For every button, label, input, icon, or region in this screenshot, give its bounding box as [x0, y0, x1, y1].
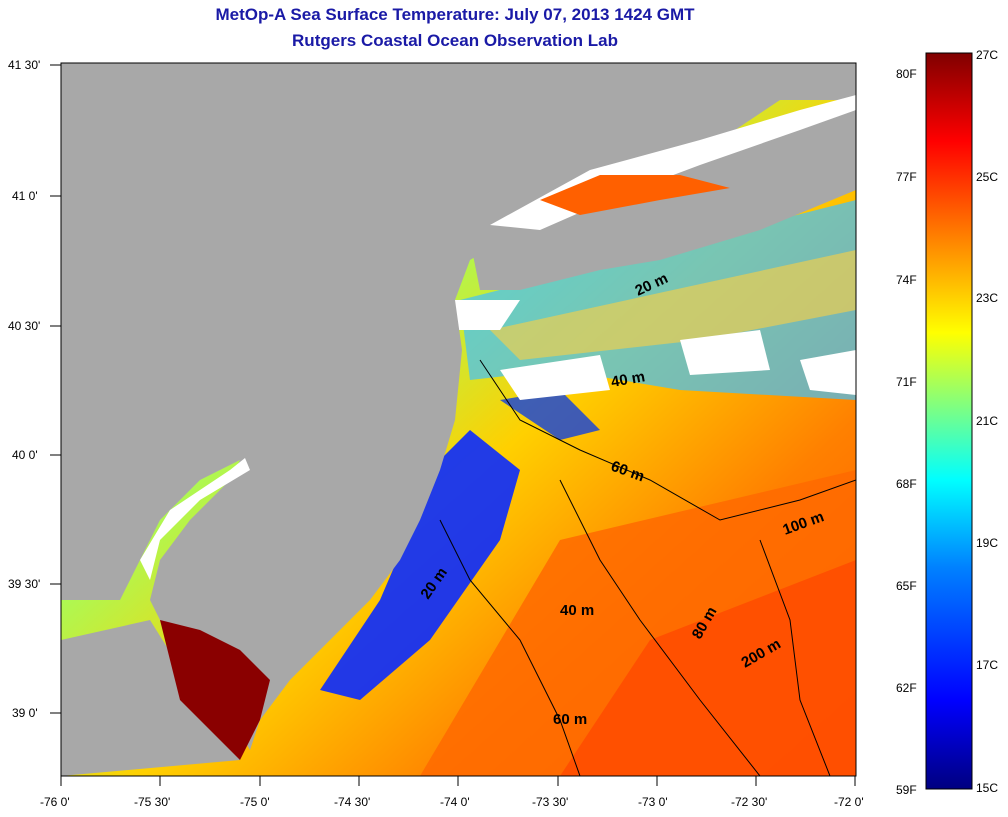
- map-title: MetOp-A Sea Surface Temperature: July 07…: [215, 5, 695, 24]
- lon-tick-label: -74 0': [440, 795, 470, 809]
- lon-tick-label: -76 0': [40, 795, 70, 809]
- sound-warm-water: [540, 175, 730, 215]
- lat-tick-label: 39 30': [8, 577, 40, 591]
- delaware-river: [140, 458, 250, 580]
- lon-tick-label: -75 30': [134, 795, 170, 809]
- cloud-patch: [800, 350, 856, 395]
- celsius-label: 23C: [976, 291, 998, 305]
- fahrenheit-label: 80F: [896, 67, 917, 81]
- depth-contour-40m: [439, 519, 581, 776]
- fahrenheit-label: 77F: [896, 170, 917, 184]
- fahrenheit-label: 65F: [896, 579, 917, 593]
- colorbar-gradient: [925, 52, 973, 790]
- contour-label: 40 m: [610, 368, 647, 391]
- celsius-label: 21C: [976, 414, 998, 428]
- colorbar-celsius-axis: 27C 25C 23C 21C 19C 17C 15C: [976, 48, 998, 795]
- cloud-patch: [500, 355, 610, 400]
- colorbar-fahrenheit-axis: 80F 77F 74F 71F 68F 65F 62F 59F: [896, 67, 917, 797]
- land: [61, 63, 856, 750]
- fahrenheit-label: 71F: [896, 375, 917, 389]
- contour-label: 40 m: [560, 602, 594, 619]
- lat-tick-label: 40 0': [12, 448, 38, 462]
- lat-tick-label: 39 0': [12, 706, 38, 720]
- colorbar: 80F 77F 74F 71F 68F 65F 62F 59F 27C 25C …: [896, 48, 998, 797]
- warmest-offshore-region: [560, 560, 856, 776]
- depth-contour-200m: [759, 539, 831, 776]
- warm-band-north: [490, 250, 856, 360]
- fahrenheit-label: 68F: [896, 477, 917, 491]
- longitude-axis: -76 0' -75 30' -75 0' -74 30' -74 0' -73…: [40, 776, 864, 809]
- celsius-label: 17C: [976, 658, 998, 672]
- depth-contour-60m: [479, 359, 856, 521]
- fahrenheit-label: 59F: [896, 783, 917, 797]
- lon-tick-label: -74 30': [334, 795, 370, 809]
- celsius-label: 25C: [976, 170, 998, 184]
- contour-label: 60 m: [553, 711, 587, 728]
- map-subtitle: Rutgers Coastal Ocean Observation Lab: [292, 31, 618, 50]
- lat-tick-label: 41 30': [8, 58, 40, 72]
- lon-tick-label: -72 0': [834, 795, 864, 809]
- lat-tick-label: 41 0': [12, 189, 38, 203]
- land: [61, 620, 240, 776]
- coastal-upwelling: [320, 430, 520, 700]
- map-area: [61, 63, 856, 776]
- lat-tick-label: 40 30': [8, 319, 40, 333]
- fahrenheit-label: 62F: [896, 681, 917, 695]
- lon-tick-label: -72 30': [731, 795, 767, 809]
- cloud-patch: [680, 330, 770, 375]
- lon-tick-label: -73 0': [638, 795, 668, 809]
- fahrenheit-label: 74F: [896, 273, 917, 287]
- celsius-label: 15C: [976, 781, 998, 795]
- depth-contour-80m: [559, 479, 761, 776]
- lon-tick-label: -75 0': [240, 795, 270, 809]
- celsius-label: 19C: [976, 536, 998, 550]
- cold-patch: [500, 390, 600, 440]
- lon-tick-label: -73 30': [532, 795, 568, 809]
- celsius-label: 27C: [976, 48, 998, 62]
- delaware-bay-warm-water: [160, 620, 270, 760]
- latitude-axis: 41 30' 41 0' 40 30' 40 0' 39 30' 39 0': [8, 58, 61, 720]
